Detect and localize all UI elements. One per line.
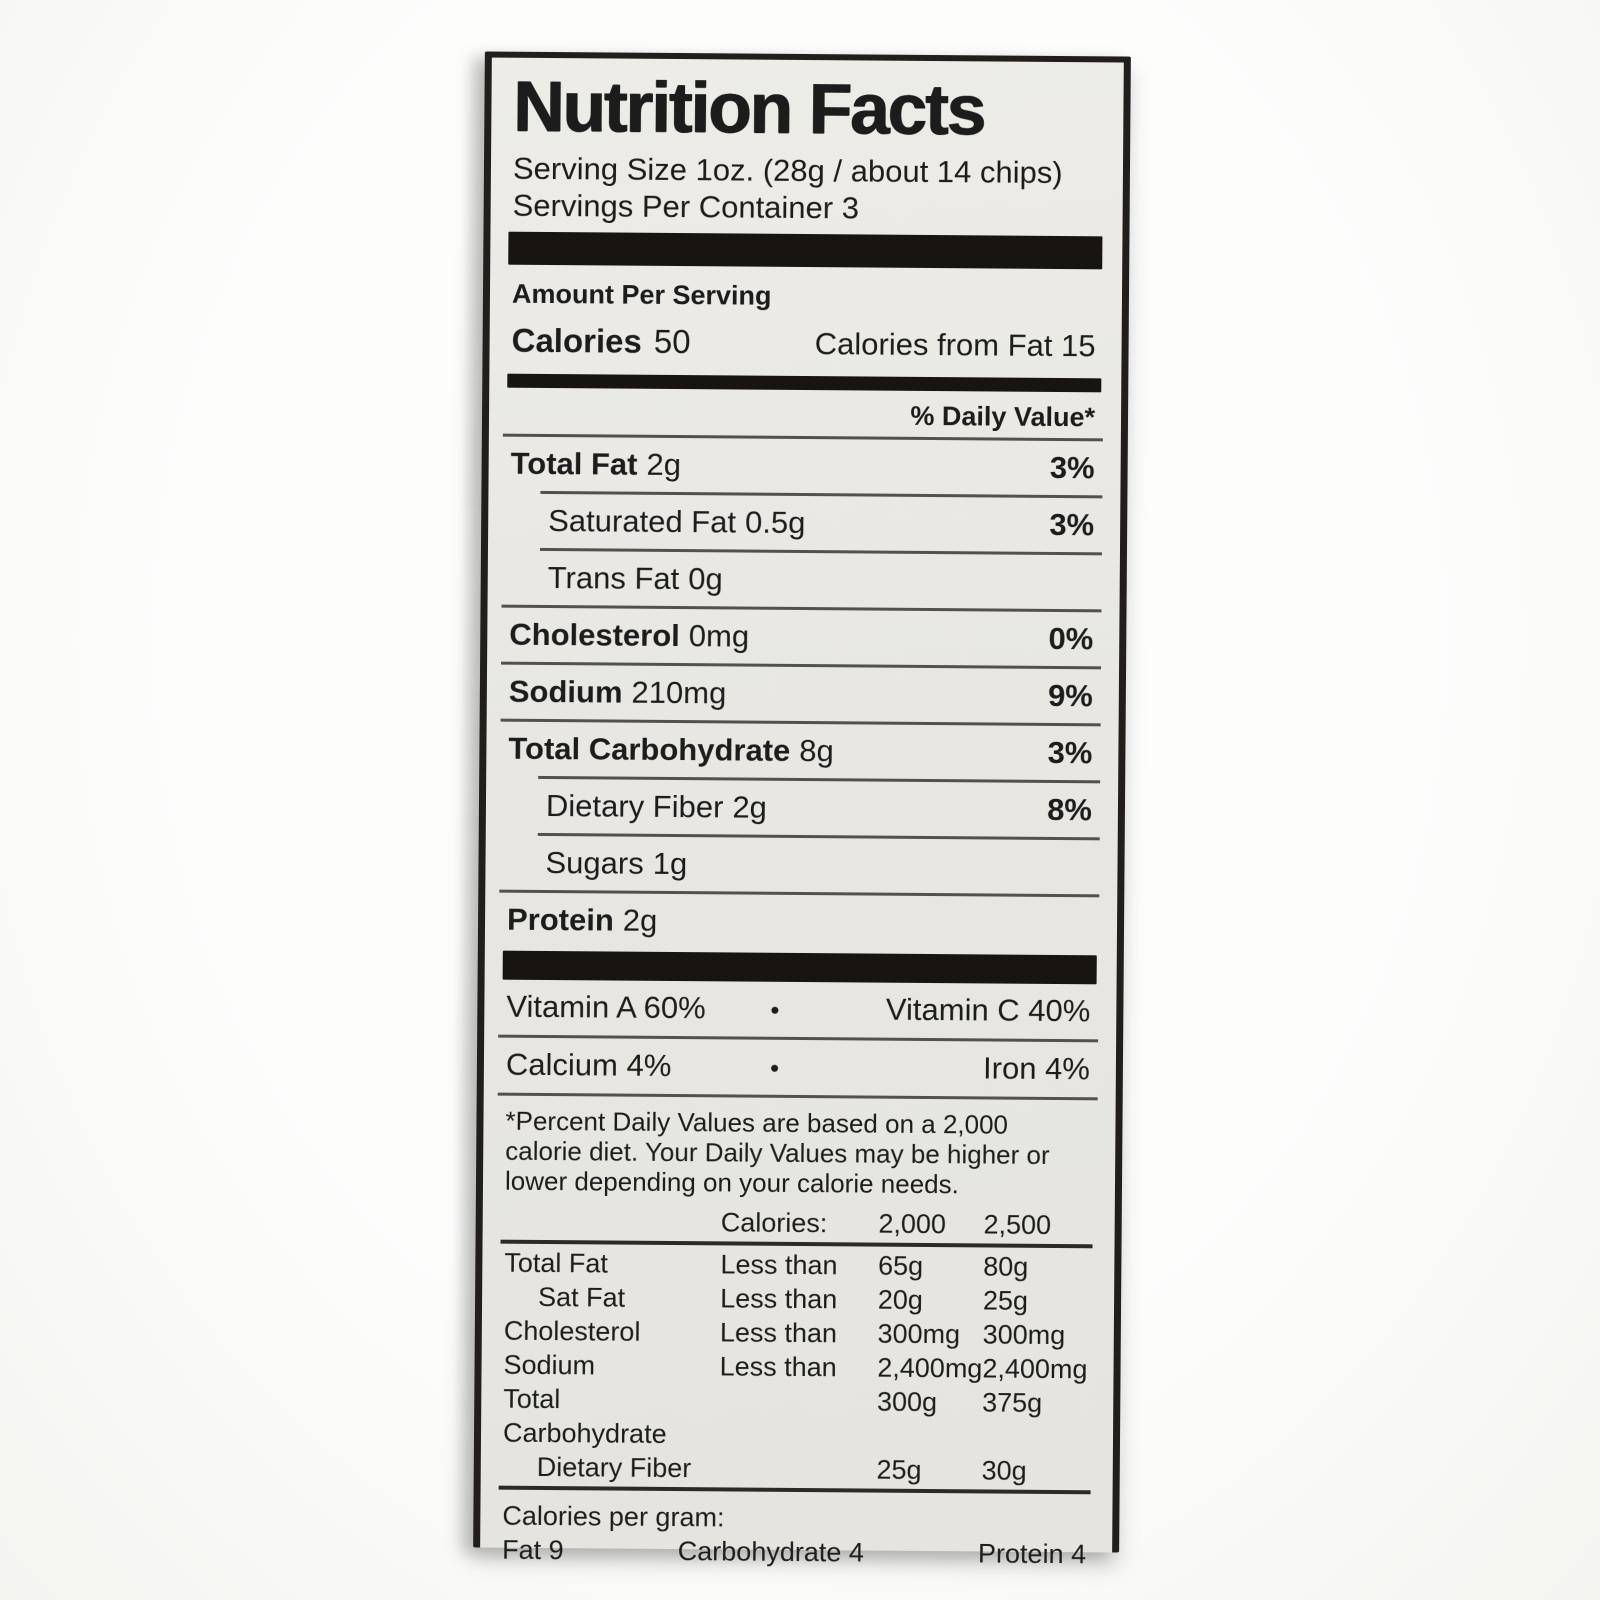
daily-values-table: Calories: 2,000 2,500 Total Fat Less tha… [500, 1204, 1093, 1489]
nutrient-row-saturated-fat: Saturated Fat 0.5g 3% [510, 494, 1094, 553]
vitamin-row-calcium-iron: Calcium 4% • Iron 4% [506, 1038, 1090, 1098]
dv-table-row-sodium: Sodium Less than 2,400mg 2,400mg [503, 1349, 1088, 1385]
nutrient-amount: 2g [732, 789, 768, 825]
nutrient-name: Saturated Fat [548, 502, 737, 540]
iron-value: Iron 4% [982, 1050, 1091, 1087]
nutrient-name: Cholesterol [509, 616, 680, 654]
amount-per-serving: Amount Per Serving [511, 278, 772, 311]
daily-value-header: % Daily Value* [910, 400, 1096, 433]
nutrient-dv: 3% [1049, 449, 1095, 486]
cpg-carbohydrate: Carbohydrate 4 [677, 1536, 865, 1568]
separator-bar-thick [502, 950, 1097, 985]
nutrient-amount: 2g [622, 902, 658, 938]
calories-per-gram-row: Fat 9 Carbohydrate 4 Protein 4 [502, 1534, 1086, 1571]
nutrient-row-protein: Protein 2g [507, 893, 1091, 952]
nutrient-name: Dietary Fiber [545, 787, 724, 825]
dv-table-row-dietary-fiber: Dietary Fiber 25g 30g [536, 1451, 1027, 1486]
nutrient-row-total-fat: Total Fat 2g 3% [510, 437, 1095, 496]
dv-table-header: Calories: 2,000 2,500 [505, 1204, 1089, 1243]
calories-per-gram-title: Calories per gram: [502, 1500, 725, 1533]
cpg-protein: Protein 4 [977, 1538, 1087, 1570]
calories-row: Calories 50 Calories from Fat 15 [511, 321, 1095, 367]
nutrient-amount: 0.5g [744, 504, 806, 541]
nutrient-dv: 0% [1048, 620, 1094, 657]
nutrient-name: Protein [506, 901, 615, 938]
serving-size: Serving Size 1oz. (28g / about 14 chips) [512, 150, 1063, 191]
nutrient-name: Sodium [508, 673, 623, 710]
bullet-separator: • [770, 994, 780, 1025]
nutrient-amount: 1g [652, 845, 688, 882]
nutrient-name: Total Carbohydrate [508, 730, 791, 768]
nutrient-dv: 3% [1047, 734, 1093, 771]
nutrient-amount: 210mg [631, 674, 727, 711]
nutrient-row-sugars: Sugars 1g [507, 836, 1091, 895]
label-title: Nutrition Facts [513, 67, 985, 151]
nutrient-dv: 3% [1049, 506, 1095, 543]
nutrient-name: Trans Fat [547, 559, 680, 597]
calories-from-fat: Calories from Fat 15 [814, 326, 1096, 364]
bullet-separator: • [769, 1052, 780, 1083]
calories-value: 50 [653, 322, 691, 361]
daily-values-footnote: *Percent Daily Values are based on a 2,0… [504, 1105, 1050, 1200]
nutrient-amount: 0g [688, 561, 723, 597]
calories-label: Calories [511, 321, 642, 360]
dv-table-header-2500: 2,500 [983, 1209, 1052, 1240]
nutrient-amount: 8g [799, 732, 834, 769]
vitamin-c-value: Vitamin C 40% [885, 991, 1091, 1029]
vitamin-a-value: Vitamin A 60% [506, 988, 706, 1026]
vitamin-row-a-c: Vitamin A 60% • Vitamin C 40% [506, 980, 1090, 1040]
dv-table-row-total-fat: Total Fat Less than 65g 80g [504, 1247, 1029, 1282]
nutrient-amount: 2g [646, 446, 682, 483]
dv-table-header-calories: Calories: [720, 1207, 828, 1239]
nutrient-dv: 8% [1046, 791, 1093, 828]
servings-per-container: Servings Per Container 3 [512, 187, 860, 226]
nutrient-amount: 0mg [688, 618, 750, 654]
dv-table-header-2000: 2,000 [878, 1208, 947, 1240]
cpg-fat: Fat 9 [502, 1534, 564, 1566]
nutrient-row-trans-fat: Trans Fat 0g [510, 551, 1094, 610]
separator-bar-medium [507, 373, 1102, 393]
nutrient-name: Sugars [545, 844, 644, 881]
nutrition-facts-label: Nutrition Facts Serving Size 1oz. (28g /… [473, 51, 1131, 1569]
nutrient-name: Total Fat [510, 445, 638, 482]
separator-bar-thick [508, 231, 1103, 270]
dv-table-row-sat-fat: Sat Fat Less than 20g 25g [537, 1281, 1029, 1316]
nutrient-dv: 9% [1047, 677, 1093, 714]
nutrient-row-total-carbohydrate: Total Carbohydrate 8g 3% [508, 722, 1092, 781]
dv-table-row-total-carbohydrate: Total Carbohydrate 300g 375g [502, 1383, 1043, 1449]
nutrient-row-dietary-fiber: Dietary Fiber 2g 8% [508, 779, 1092, 838]
calcium-value: Calcium 4% [505, 1046, 672, 1083]
nutrient-row-cholesterol: Cholesterol 0mg 0% [509, 608, 1093, 667]
nutrient-row-sodium: Sodium 210mg 9% [509, 665, 1093, 724]
dv-table-row-cholesterol: Cholesterol Less than 300mg 300mg [503, 1315, 1066, 1351]
